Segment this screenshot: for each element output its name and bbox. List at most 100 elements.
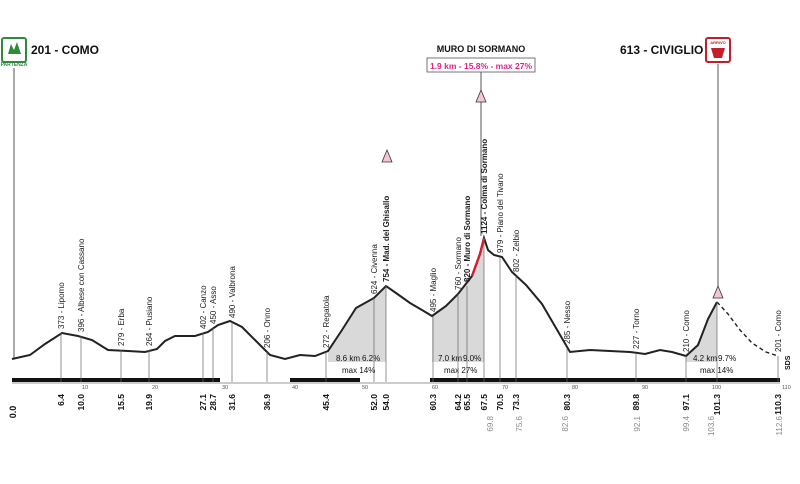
- waypoint: 201 - Como 110.3: [773, 310, 783, 415]
- waypoint-km: 52.0: [369, 394, 379, 411]
- waypoint-label: 1124 - Colma di Sormano: [480, 139, 489, 234]
- waypoint: 396 - Albese con Cassano 10.0: [76, 238, 86, 410]
- waypoint: 272 - Regatola 45.4: [321, 295, 331, 411]
- waypoint: 285 - Nesso 80.3: [562, 300, 572, 410]
- elevation-profile: [11, 234, 779, 362]
- profile-area: [12, 238, 717, 362]
- waypoint: 227 - Torno 89.8: [631, 308, 641, 410]
- profile-line: [11, 234, 718, 361]
- waypoint-label: 450 - Asso: [209, 286, 218, 324]
- waypoint: 624 - Civenna 52.0: [369, 244, 379, 411]
- waypoint-label: 402 - Canzo: [199, 285, 208, 329]
- waypoint: 402 - Canzo 27.1: [198, 285, 208, 411]
- waypoint-km: 27.1: [198, 394, 208, 411]
- waypoint-km: 65.5: [462, 394, 472, 411]
- featured-climb-name: MURO DI SORMANO: [437, 44, 526, 54]
- finish-descent-dashed: [716, 301, 779, 357]
- waypoint: 979 - Piano del Tivano 70.5: [495, 173, 505, 411]
- waypoint-label: 210 - Como: [682, 310, 691, 352]
- scale-tick: 20: [152, 385, 158, 391]
- waypoint: 101.3: [712, 302, 722, 415]
- waypoint: 490 - Valbrona 31.6: [227, 266, 237, 411]
- waypoint-label: 979 - Piano del Tivano: [496, 173, 505, 253]
- waypoint: 1124 - Colma di Sormano 67.5: [479, 139, 489, 411]
- waypoint-km: 101.3: [712, 394, 722, 416]
- grey-km-marks: 69.8 75.6 82.6 92.1 99.4 103.6 112.6: [486, 415, 784, 436]
- scale-tick: 50: [362, 385, 368, 391]
- scale-tick: 110: [782, 385, 791, 391]
- bike-icon: [8, 42, 21, 54]
- waypoint-label: 624 - Civenna: [370, 244, 379, 294]
- waypoint-label: 285 - Nesso: [563, 300, 572, 344]
- waypoint-label: 279 - Erba: [117, 308, 126, 346]
- waypoint: 264 - Pusiano 19.9: [144, 296, 154, 410]
- climb-box-sormano: 7.0 km 9.0% max 27%: [438, 354, 481, 375]
- waypoint-km: 67.5: [479, 394, 489, 411]
- waypoint-km: 31.6: [227, 394, 237, 411]
- waypoint: 495 - Maglio 60.3: [428, 267, 438, 410]
- grey-km-mark: 92.1: [633, 415, 642, 431]
- grey-km-mark: 82.6: [561, 415, 570, 431]
- scale-tick: 80: [572, 385, 578, 391]
- waypoint-label: 396 - Albese con Cassano: [77, 238, 86, 332]
- waypoint-label: 206 - Onno: [263, 307, 272, 348]
- scale-tick: 40: [292, 385, 298, 391]
- waypoint-km: 54.0: [381, 394, 391, 411]
- waypoint-km: 36.9: [262, 394, 272, 411]
- start-label: 201 - COMO: [31, 43, 99, 57]
- finish-label: 613 - CIVIGLIO: [620, 43, 703, 57]
- waypoint-km: 89.8: [631, 394, 641, 411]
- scale-tick: 60: [432, 385, 438, 391]
- waypoint-km: 73.3: [511, 394, 521, 411]
- trophy-icon: [711, 48, 725, 58]
- waypoint: 760 - Sormano 64.2: [453, 237, 463, 411]
- grey-km-mark: 112.6: [775, 415, 784, 435]
- grey-km-mark: 99.4: [682, 415, 691, 431]
- waypoints: 373 - Lipomo 6.4 396 - Albese con Cassano 1…: [56, 139, 783, 416]
- climb-length: 8.6 km: [336, 354, 360, 363]
- waypoint-label: 201 - Como: [774, 310, 783, 352]
- climb-grade: 9.7%: [718, 354, 736, 363]
- start-km: 0.0: [8, 406, 18, 419]
- waypoint-km: 80.3: [562, 394, 572, 411]
- waypoint-label: 373 - Lipomo: [57, 282, 66, 329]
- scale-label: SDS: [785, 355, 792, 370]
- waypoint: 373 - Lipomo 6.4: [56, 282, 66, 406]
- climb-grade: 6.2%: [362, 354, 380, 363]
- waypoint: 279 - Erba 15.5: [116, 308, 126, 410]
- grey-km-mark: 69.8: [486, 415, 495, 431]
- waypoint-km: 45.4: [321, 394, 331, 411]
- waypoint-label: 760 - Sormano: [454, 237, 463, 290]
- scale-tick: 70: [502, 385, 508, 391]
- climb-shade-ghisallo: [328, 286, 386, 362]
- climb-max: max 27%: [444, 366, 477, 375]
- scale-tick: 10: [82, 385, 88, 391]
- scale-tick: 90: [642, 385, 648, 391]
- waypoint: 450 - Asso 28.7: [208, 286, 218, 411]
- featured-climb-stats: 1.9 km - 15.8% - max 27%: [430, 61, 533, 71]
- start-badge: PARTENZA: [1, 37, 28, 68]
- scale-tick: 30: [222, 385, 228, 391]
- waypoint-label: 490 - Valbrona: [228, 266, 237, 318]
- scale-tick: 100: [712, 385, 721, 391]
- waypoint: 820 - Muro di Sormano 65.5: [462, 196, 472, 411]
- waypoint-km: 110.3: [773, 394, 783, 415]
- climb-length: 7.0 km: [438, 354, 462, 363]
- waypoint: 754 - Mad. del Ghisallo 54.0: [381, 196, 391, 411]
- waypoint-label: 802 - Zelbio: [512, 229, 521, 272]
- waypoint-km: 97.1: [681, 394, 691, 411]
- waypoint: 802 - Zelbio 73.3: [511, 229, 521, 410]
- waypoint-label: 820 - Muro di Sormano: [463, 196, 472, 282]
- distance-scale: [12, 378, 780, 384]
- waypoint: 210 - Como 97.1: [681, 310, 691, 411]
- waypoint-km: 60.3: [428, 394, 438, 411]
- climb-max: max 14%: [342, 366, 375, 375]
- waypoint-label: 227 - Torno: [632, 308, 641, 349]
- finish-badge: ARRIVO: [705, 37, 731, 63]
- waypoint-km: 64.2: [453, 394, 463, 411]
- waypoint-km: 19.9: [144, 394, 154, 411]
- climb-marker-civiglio: [712, 284, 724, 299]
- waypoint-km: 6.4: [56, 394, 66, 406]
- waypoint-km: 10.0: [76, 394, 86, 411]
